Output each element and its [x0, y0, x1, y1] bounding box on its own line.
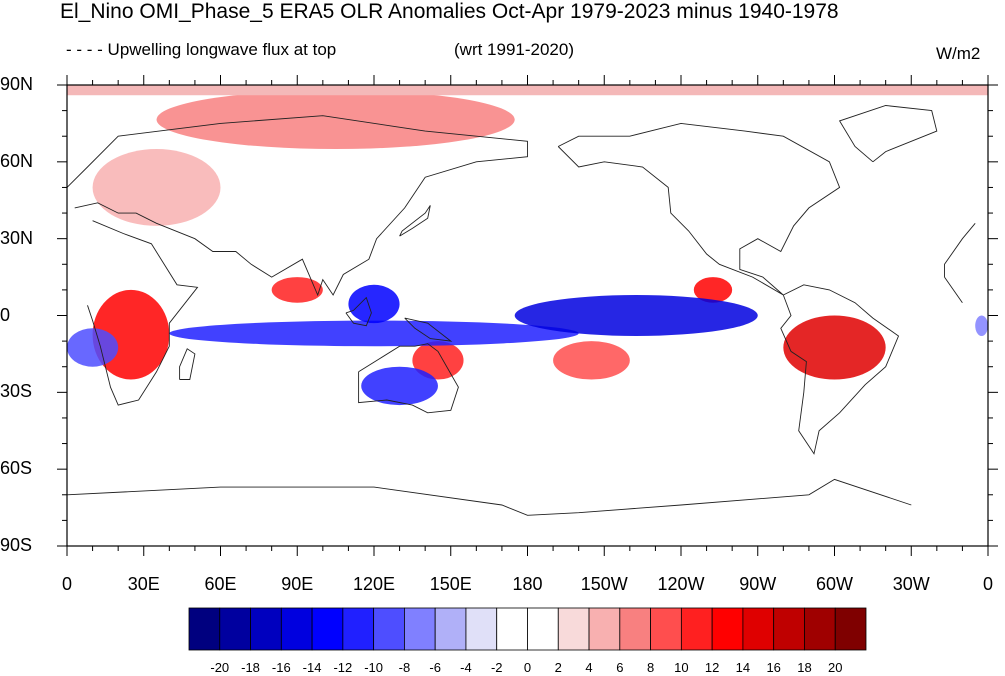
anomaly-region	[412, 341, 464, 380]
colorbar-swatch	[434, 607, 467, 651]
anomaly-region	[553, 341, 630, 380]
colorbar-swatch	[373, 607, 405, 651]
colorbar-swatch	[742, 607, 775, 651]
latitude-label: 60S	[0, 458, 33, 479]
coastline	[404, 317, 453, 342]
longitude-label: 30W	[892, 574, 930, 594]
colorbar-swatch	[342, 607, 375, 651]
coastline	[838, 105, 938, 163]
longitude-label: 150W	[580, 574, 628, 594]
left-subtitle: - - - - Upwelling longwave flux at top	[66, 40, 337, 59]
colorbar-swatch	[250, 607, 282, 651]
longitude-label: 90W	[739, 574, 777, 594]
latitude-label: 30N	[0, 227, 34, 248]
colorbar	[188, 607, 867, 651]
anomaly-region	[348, 284, 400, 324]
coastline	[179, 348, 196, 380]
latitude-label: 90N	[0, 74, 34, 94]
colorbar-swatch	[650, 607, 682, 651]
colorbar-label: -8	[398, 660, 411, 675]
anomaly-region	[361, 366, 438, 406]
latitude-label: 30S	[0, 381, 33, 402]
colorbar-label: 2	[554, 660, 562, 675]
colorbar-label: 12	[704, 660, 720, 675]
colorbar-swatch	[711, 607, 744, 651]
anomaly-region	[783, 315, 886, 380]
colorbar-swatch	[280, 607, 313, 651]
anomaly-region	[156, 90, 515, 150]
colorbar-swatch	[527, 607, 559, 651]
center-subtitle: (wrt 1991-2020)	[454, 40, 575, 59]
latitude-label: 0	[0, 304, 11, 325]
colorbar-swatch	[804, 607, 836, 651]
anomaly-fill-layer	[67, 85, 989, 406]
colorbar-swatch	[219, 607, 251, 651]
longitude-label: 180	[512, 574, 543, 594]
colorbar-label: 6	[616, 660, 624, 675]
colorbar-label: -16	[271, 660, 291, 675]
colorbar-swatch	[496, 607, 528, 651]
colorbar-swatch	[465, 607, 498, 651]
colorbar-label: 18	[797, 660, 812, 675]
colorbar-swatch	[834, 607, 867, 651]
coastline	[780, 284, 900, 455]
longitude-label: 0	[61, 574, 72, 594]
colorbar-label: -4	[460, 660, 472, 675]
latitude-label: 90S	[0, 535, 33, 555]
colorbar-swatch	[680, 607, 713, 651]
colorbar-label: -20	[210, 660, 230, 675]
colorbar-label: 20	[827, 660, 843, 675]
latitude-label: 60N	[0, 150, 34, 171]
longitude-label: 90E	[281, 574, 314, 594]
coastline	[399, 205, 431, 237]
coastlines	[66, 105, 976, 516]
colorbar-label: -2	[490, 660, 503, 675]
anomaly-region	[975, 315, 989, 336]
coastline	[557, 122, 841, 296]
colorbar-swatch	[588, 607, 621, 651]
longitude-label: 30E	[127, 574, 160, 594]
anomaly-region	[514, 295, 758, 336]
units-label: W/m2	[936, 44, 981, 63]
chart-title: El_Nino OMI_Phase_5 ERA5 OLR Anomalies O…	[60, 0, 839, 23]
colorbar-swatch	[619, 607, 651, 651]
anomaly-region	[67, 328, 119, 367]
anomaly-region	[693, 277, 733, 303]
colorbar-swatch	[773, 607, 805, 651]
colorbar-swatch	[311, 607, 344, 651]
colorbar-swatch	[557, 607, 590, 651]
colorbar-swatch	[404, 607, 436, 651]
longitude-label: 120W	[657, 574, 705, 594]
colorbar-label: 8	[646, 660, 655, 675]
coastline	[87, 220, 976, 406]
axis-ticks	[57, 75, 998, 556]
coastline	[345, 296, 372, 327]
colorbar-label: 14	[735, 660, 751, 675]
colorbar-label: 10	[674, 660, 689, 675]
anomaly-region	[271, 277, 323, 303]
longitude-label: 60E	[204, 574, 237, 594]
colorbar-label: -14	[302, 660, 322, 675]
colorbar-label: -12	[333, 660, 353, 675]
coastline	[358, 343, 459, 414]
colorbar-label: 4	[585, 660, 593, 675]
longitude-label: 60W	[815, 574, 853, 594]
longitude-label: 0	[982, 574, 993, 594]
colorbar-label: -18	[241, 660, 260, 675]
coastline	[66, 478, 912, 516]
anomaly-region	[169, 320, 579, 347]
anomaly-region	[92, 149, 221, 226]
longitude-label: 120E	[352, 574, 396, 594]
longitude-label: 150E	[429, 574, 472, 594]
colorbar-swatch	[188, 607, 221, 651]
polar-band	[67, 85, 988, 96]
colorbar-label: -10	[364, 660, 384, 675]
colorbar-label: 0	[523, 660, 532, 675]
colorbar-label: -6	[429, 660, 441, 675]
colorbar-label: 16	[766, 660, 781, 675]
